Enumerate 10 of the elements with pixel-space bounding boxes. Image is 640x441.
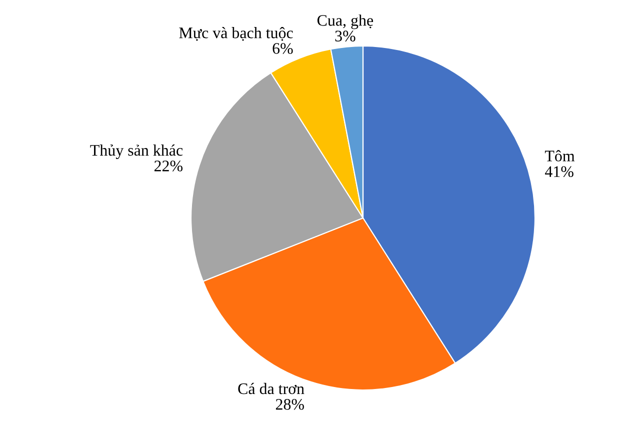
slice-label: Mực và bạch tuộc	[179, 27, 293, 41]
slice-label: Thủy sản khác	[90, 144, 183, 160]
data-label: 3%	[335, 30, 356, 42]
data-label: 22%	[154, 160, 183, 172]
data-label: 41%	[545, 166, 574, 178]
slice-label: Tôm	[544, 150, 575, 162]
slice-label: Cua, ghẹ	[317, 14, 374, 30]
slice-label: Cá da trơn	[238, 382, 304, 394]
data-label: 28%	[276, 398, 304, 410]
data-label: 6%	[272, 43, 293, 54]
